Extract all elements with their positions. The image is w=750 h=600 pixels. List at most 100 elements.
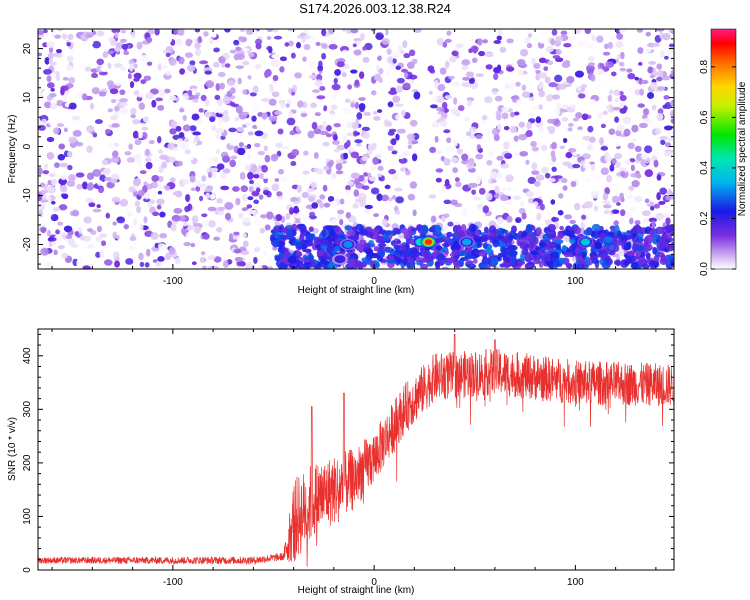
spectrogram-cell: [319, 85, 326, 91]
spectrogram-cell: [76, 259, 82, 268]
spectrogram-cell: [456, 148, 463, 155]
spectrogram-band-cell: [656, 251, 665, 258]
spectrogram-cell: [274, 178, 280, 182]
spectrogram-band-cell: [608, 244, 615, 251]
spectrogram-cell: [666, 47, 674, 54]
spectrogram-cell: [580, 221, 585, 230]
snr-panel: -100 0 100 0 100 200 300 400 Height of straigh…: [7, 328, 675, 596]
spectrogram-cell: [563, 60, 571, 64]
spectrogram-cell: [531, 170, 540, 175]
spectrogram-cell: [290, 52, 296, 59]
spectrogram-band-cell: [644, 234, 654, 244]
spectrogram-cell: [40, 221, 47, 229]
spectrogram-cell: [253, 218, 262, 227]
spectrogram-band-cell: [584, 256, 591, 264]
spectrogram-cell: [259, 172, 264, 180]
spectrogram-cell: [606, 175, 613, 183]
spectrogram-band-cell: [355, 223, 364, 232]
spectrogram-cell: [615, 129, 622, 137]
spectrogram-cell: [441, 101, 448, 110]
y-tick-label: 100: [22, 508, 33, 525]
spectrogram-cell: [197, 183, 206, 188]
spectrogram-band-cell: [590, 254, 597, 262]
spectrogram-cell: [640, 153, 649, 160]
spectrogram-band-cell: [669, 258, 674, 267]
spectrogram-cell: [144, 148, 151, 156]
spectrogram-cell: [472, 46, 478, 54]
spectrogram-cell: [403, 72, 409, 78]
spectrogram-cell: [395, 196, 404, 204]
spectrogram-cell: [261, 164, 268, 173]
spectrogram-cell: [656, 76, 663, 82]
spectrogram-band-cell: [419, 263, 429, 269]
spectrogram-cell: [583, 201, 593, 209]
spectrogram-cell: [662, 213, 669, 218]
spectrogram-cell: [653, 203, 661, 209]
spectrogram-cell: [637, 103, 645, 108]
spectrogram-cell: [233, 39, 240, 46]
spectrogram-cell: [56, 29, 63, 32]
spectrogram-cell: [290, 161, 297, 167]
spectrogram-cell: [539, 72, 547, 79]
spectrogram-cell: [391, 138, 397, 146]
spectrogram-band-cell: [308, 226, 314, 233]
spectrogram-cell: [648, 61, 657, 65]
spectrogram-cell: [219, 82, 225, 90]
spectrogram-cell: [397, 45, 404, 52]
spectrogram-band-cell: [316, 249, 325, 257]
spectrogram-cell: [660, 139, 666, 146]
spectrogram-band-cell: [307, 254, 315, 261]
spectrogram-cell: [591, 104, 598, 109]
spectrogram-cell: [190, 242, 196, 248]
spectrogram-cell: [216, 197, 223, 204]
spectrogram-cell: [600, 167, 609, 176]
spectrogram-cell: [40, 247, 49, 256]
spectrogram-cell: [477, 38, 483, 46]
spectrogram-cell: [631, 179, 640, 188]
spectrogram-cell: [68, 102, 77, 110]
spectrogram-cell: [448, 56, 457, 63]
spectrogram-cell: [207, 220, 216, 228]
spectrogram-cell: [526, 121, 532, 130]
spectrogram-cell: [668, 43, 674, 48]
spectrogram-cell: [587, 55, 595, 62]
spectrogram-cell: [285, 103, 290, 108]
spectrogram-cell: [245, 209, 255, 215]
spectrogram-band-cell: [434, 224, 441, 233]
spectrogram-cell: [248, 179, 255, 185]
spectrogram-cell: [138, 252, 144, 261]
spectrogram-cell: [314, 79, 323, 87]
spectrogram-cell: [656, 174, 662, 181]
spectrogram-cell: [654, 127, 661, 135]
spectrogram-cell: [38, 167, 43, 175]
spectrogram-cell: [182, 114, 187, 122]
spectrogram-cell: [162, 65, 169, 70]
spectrogram-cell: [455, 181, 462, 188]
spectrogram-cell: [97, 185, 105, 194]
spectrogram-cell: [471, 189, 477, 195]
spectrogram-cell: [100, 65, 109, 73]
spectrogram-cell: [312, 228, 319, 234]
spectrogram-cell: [381, 218, 388, 227]
spectrogram-cell: [326, 125, 332, 132]
spectrogram-cell: [107, 108, 114, 113]
spectrogram-cell: [465, 71, 474, 78]
spectrogram-cell: [81, 93, 88, 101]
spectrogram-cell: [497, 29, 504, 36]
spectrogram-cell: [288, 110, 293, 117]
spectrogram-cell: [376, 193, 383, 202]
spectrogram-cell: [261, 112, 268, 120]
spectrogram-cell: [319, 130, 329, 135]
spectrogram-cell: [158, 243, 167, 249]
spectrogram-cell: [359, 200, 367, 208]
spectrogram-cell: [88, 202, 96, 208]
spectrogram-band-cell: [479, 235, 488, 243]
spectrogram-band-cell: [272, 239, 280, 248]
spectrogram-band-cell: [631, 228, 637, 234]
spectrogram-cell: [399, 50, 405, 54]
spectrogram-cell: [70, 243, 79, 248]
spectrogram-cell: [614, 98, 620, 103]
spectrogram-cell: [140, 54, 149, 63]
spectrogram-cell: [50, 178, 57, 187]
